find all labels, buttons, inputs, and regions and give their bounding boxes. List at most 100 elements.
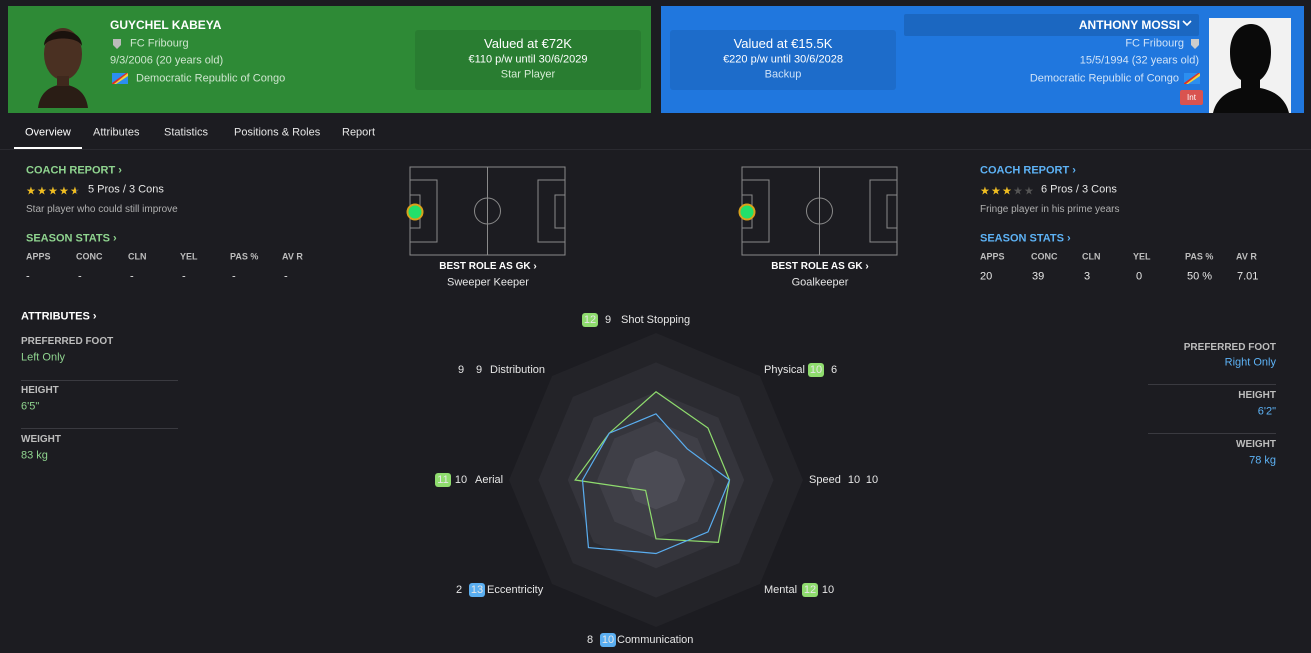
value: 83 kg [21,449,48,462]
value-badge [808,363,824,377]
link-text: ATTRIBUTES [21,310,90,323]
season-stats-link[interactable]: SEASON STATS › [26,232,117,245]
stat-header: APPS [980,251,1005,262]
stat-header: PAS % [1185,251,1214,262]
star: ★★ [48,185,58,198]
wage: €110 p/w until 30/6/2029 [468,53,588,66]
tab[interactable]: Statistics [164,126,209,139]
value: 6'2" [1257,405,1276,418]
player-card: GUYCHEL KABEYA FC Fribourg 9/3/2006 (20 … [8,6,651,113]
radar-value: 2 [456,584,462,596]
pitch [409,166,566,256]
pitch [741,166,898,256]
radar-value: 10 [455,474,467,486]
club-icon [113,39,121,49]
divider [21,428,178,429]
stat-value: - [78,270,82,283]
stat-value: - [182,270,186,283]
stat-value: - [130,270,134,283]
player-name: ANTHONY MOSSI [1078,17,1180,32]
left-polygon [574,391,731,543]
radar-label: Physical [764,364,805,376]
stat-header: YEL [180,251,198,262]
stat-header: APPS [26,251,51,262]
radar: Shot Stopping 12 9 Physical 10 6 Speed 10 10 Ment… [435,313,878,647]
player-selector[interactable] [904,14,1199,36]
tab[interactable]: Report [342,126,376,139]
star: ★★ [1002,185,1012,198]
value: 78 kg [1249,454,1276,467]
flag [112,73,128,84]
star-fill: ★ [70,185,76,198]
value-box: Valued at €15.5K €220 p/w until 30/6/202… [670,30,896,90]
tab[interactable]: Positions & Roles [234,126,321,139]
label: WEIGHT [1236,439,1276,450]
stat-header: AV R [282,251,303,262]
wage: €220 p/w until 30/6/2028 [723,53,843,66]
divider [0,149,1311,150]
nation: Democratic Republic of Congo [1029,72,1179,85]
radar-value: 11 [437,474,448,486]
value-badge [582,313,598,327]
radar-value: 9 [605,314,611,326]
club-icon [1191,39,1199,49]
star-fill: ★ [980,185,990,198]
radar-value: 10 [810,364,822,376]
stat-value: 7.01 [1237,270,1259,283]
value: Valued at €72K [484,36,572,52]
link-text: SEASON STATS [980,232,1064,245]
stat-value: 39 [1032,270,1045,283]
chevron [1182,20,1192,27]
radar-value: 8 [587,634,593,646]
pros-cons: 6 Pros / 3 Cons [1041,183,1117,196]
coach-report-link[interactable]: COACH REPORT › [980,164,1076,177]
star-fill: ★ [48,185,58,198]
radar-value: 12 [804,584,816,596]
radar-value: 12 [584,314,596,326]
birth: 9/3/2006 (20 years old) [110,54,224,67]
coach-report-link[interactable]: COACH REPORT › [26,164,122,177]
summary: Fringe player in his prime years [980,204,1120,215]
stat-header: CONC [76,251,103,262]
right-polygon [581,413,731,555]
tab[interactable]: Overview [25,126,71,139]
link-text: BEST ROLE AS GK [771,261,863,272]
radar-label: Shot Stopping [621,314,690,326]
radar-value: 10 [866,474,878,486]
divider [21,380,178,381]
star: ★★ [1024,185,1034,198]
radar-value: 10 [602,634,614,646]
birth: 15/5/1994 (32 years old) [1079,54,1199,67]
star-fill: ★ [59,185,69,198]
value: Valued at €15.5K [733,36,833,52]
stat-value: 0 [1136,270,1143,283]
star: ★★ [37,185,47,198]
stat-header: CONC [1031,251,1058,262]
star-fill: ★ [1002,185,1012,198]
tab-underline [14,147,82,149]
divider [1148,384,1276,385]
nation: Democratic Republic of Congo [136,72,286,85]
link-text: BEST ROLE AS GK [439,261,531,272]
radar-label: Mental [764,584,797,596]
star: ★★ [1013,185,1023,198]
tab[interactable]: Attributes [93,126,140,139]
stat-header: CLN [128,251,147,262]
club: FC Fribourg [130,37,189,50]
best-role-link[interactable]: BEST ROLE AS GK › [439,261,537,272]
value-badge [600,633,616,647]
stat-header: YEL [1133,251,1151,262]
summary: Star player who could still improve [26,204,178,215]
status: Star Player [500,68,556,81]
radar-ring [626,450,686,510]
radar-label: Eccentricity [487,584,544,596]
star: ★★ [70,185,80,198]
attributes-link[interactable]: ATTRIBUTES › [21,310,97,323]
season-stats-link[interactable]: SEASON STATS › [980,232,1071,245]
value: Left Only [21,351,66,364]
role-dot [406,203,424,221]
radar-label: Communication [617,634,693,646]
label: HEIGHT [21,385,59,396]
best-role-link[interactable]: BEST ROLE AS GK › [771,261,869,272]
